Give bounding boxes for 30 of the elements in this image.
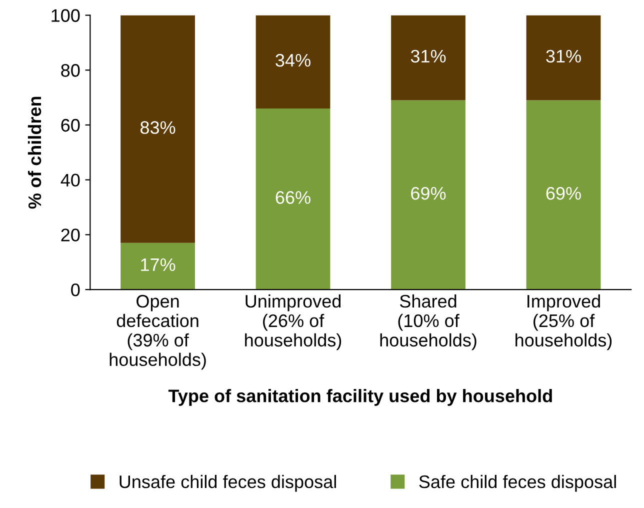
y-axis-title: % of children <box>28 96 42 209</box>
data-label: 66% <box>276 191 310 204</box>
bar <box>120 15 195 243</box>
data-label: 83% <box>140 121 176 134</box>
legend-label: Unsafe child feces disposal <box>120 474 336 492</box>
bar <box>256 15 330 109</box>
data-label: 34% <box>276 54 310 67</box>
bar <box>526 15 601 100</box>
legend-label: Safe child feces disposal <box>419 474 616 492</box>
bar <box>120 242 195 290</box>
y-tick-label: 60 <box>61 118 80 132</box>
data-label: 69% <box>546 186 581 200</box>
y-tick-label: 20 <box>61 228 80 242</box>
y-tick-label: 0 <box>71 283 80 296</box>
x-tick-label: Open defecation (39% of households) <box>110 294 206 370</box>
data-label: 31% <box>546 50 581 63</box>
data-label: 17% <box>141 258 176 272</box>
x-axis-title: Type of sanitation facility used by household <box>168 389 552 406</box>
y-tick-label: 100 <box>52 9 80 22</box>
y-tick-label: 40 <box>60 174 80 187</box>
x-tick-label: Shared (10% of households) <box>380 294 476 350</box>
x-tick-label: Improved (25% of households) <box>516 294 612 350</box>
y-tick-label: 80 <box>61 64 80 77</box>
bar <box>256 108 330 290</box>
data-label: 69% <box>411 186 446 200</box>
bar <box>391 15 466 100</box>
x-tick-label: Unimproved (26% of households) <box>245 294 342 350</box>
bar <box>391 100 466 290</box>
data-label: 31% <box>410 50 446 63</box>
bar <box>526 100 601 290</box>
